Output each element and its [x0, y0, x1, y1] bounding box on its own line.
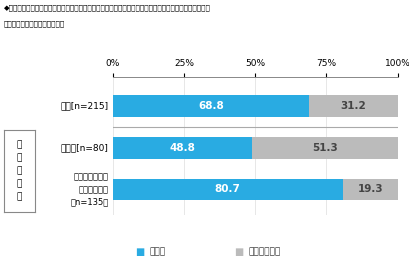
Text: 31.2: 31.2	[339, 101, 365, 111]
Bar	[308, 95, 397, 117]
Text: 51.3: 51.3	[311, 143, 337, 153]
Text: ■: ■	[233, 247, 243, 257]
Bar	[251, 137, 397, 159]
Text: 大学生・短大生
・専門学校生
［n=135］: 大学生・短大生 ・専門学校生 ［n=135］	[70, 172, 108, 207]
Text: 学
生
区
分
別: 学 生 区 分 別	[17, 140, 22, 202]
Text: 全体[n=215]: 全体[n=215]	[61, 102, 108, 111]
Text: 68.8: 68.8	[198, 101, 223, 111]
Text: ◆新型コロナウイルス感染症拡大防止のため、学校が臨時休業となってから、オンライン授業を受けたか: ◆新型コロナウイルス感染症拡大防止のため、学校が臨時休業となってから、オンライン…	[4, 4, 211, 11]
Text: 受けた: 受けた	[149, 247, 165, 256]
Text: 19.3: 19.3	[357, 185, 382, 194]
Text: 高校生[n=80]: 高校生[n=80]	[61, 143, 108, 152]
Bar	[112, 179, 342, 200]
Text: ■: ■	[135, 247, 144, 257]
Text: 48.8: 48.8	[169, 143, 195, 153]
Bar	[342, 179, 397, 200]
Text: 80.7: 80.7	[214, 185, 240, 194]
Bar	[112, 95, 308, 117]
Text: 受けなかった: 受けなかった	[247, 247, 280, 256]
Text: ［単一回答形式］　対象：学生: ［単一回答形式］ 対象：学生	[4, 21, 65, 27]
Bar	[112, 137, 251, 159]
